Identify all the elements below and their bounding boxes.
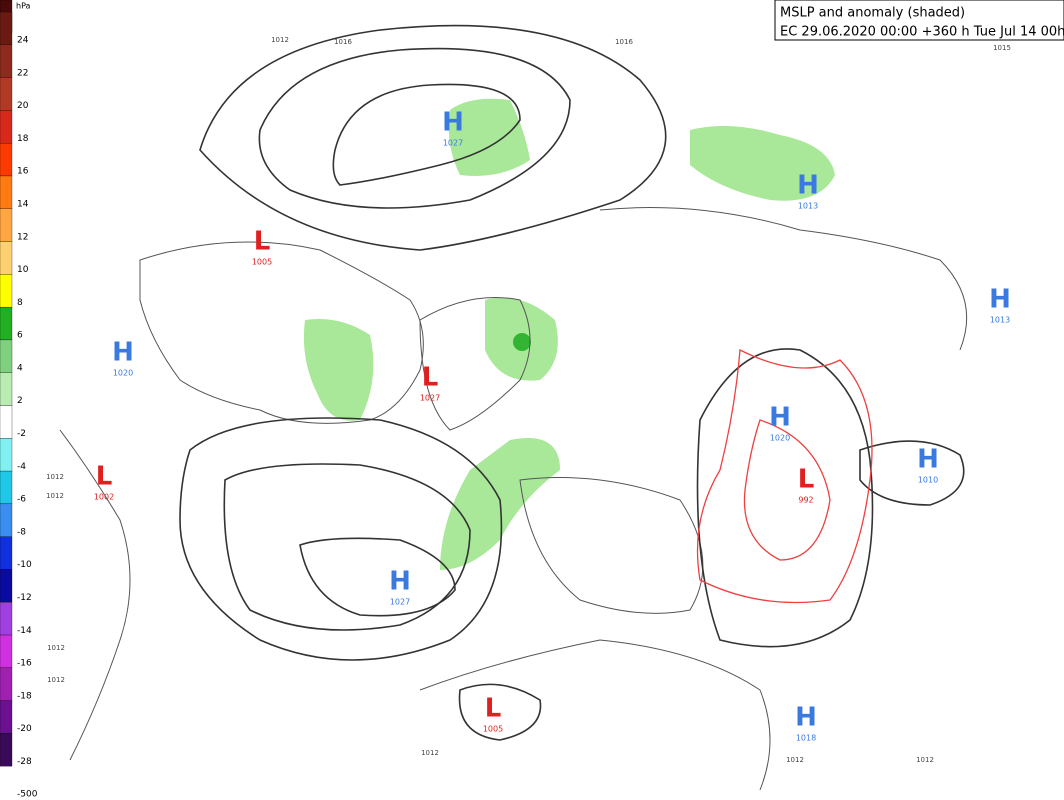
- center-value: 1013: [798, 202, 818, 211]
- colorbar-label: -18: [17, 691, 32, 701]
- colorbar-swatch: [0, 438, 13, 472]
- subtitle: EC 29.06.2020 00:00 +360 h Tue Jul 14 00…: [780, 25, 1064, 40]
- colorbar-swatch: [0, 470, 13, 505]
- isobar-label: 1016: [334, 38, 352, 46]
- colorbar-label: 22: [17, 68, 28, 78]
- colorbar-label: -16: [17, 659, 32, 669]
- colorbar-swatch: [0, 11, 13, 45]
- colorbar-label: -2: [17, 429, 26, 439]
- colorbar-swatch: [0, 110, 13, 144]
- colorbar-label: -4: [17, 462, 26, 472]
- colorbar-label: -500: [17, 790, 38, 800]
- colorbar-unit: hPa: [16, 2, 31, 11]
- colorbar-swatch: [0, 602, 13, 636]
- isobar-label: 1012: [916, 756, 934, 764]
- colorbar-swatch: [0, 405, 13, 439]
- colorbar-swatch: [0, 733, 13, 767]
- colorbar-swatch: [0, 208, 13, 242]
- colorbar-swatch: [0, 274, 13, 308]
- center-letter: H: [769, 403, 791, 433]
- colorbar-label: -12: [17, 593, 32, 603]
- colorbar-label: 12: [17, 232, 28, 242]
- isobar-label: 1012: [421, 749, 439, 757]
- colorbar-swatch: [0, 143, 13, 177]
- colorbar-label: 18: [17, 134, 29, 144]
- isobar-label: 1012: [47, 644, 65, 652]
- center-letter: H: [389, 567, 411, 597]
- center-value: 992: [798, 496, 813, 505]
- center-value: 1005: [483, 725, 503, 734]
- isobar-label: 1015: [993, 44, 1011, 52]
- center-letter: H: [797, 171, 819, 201]
- center-letter: H: [795, 703, 817, 733]
- isobar-label: 1012: [46, 473, 64, 481]
- colorbar-swatch: [0, 77, 13, 111]
- center-value: 1010: [918, 476, 938, 485]
- colorbar-swatch: [0, 700, 13, 734]
- isobars: [179, 24, 965, 741]
- center-letter: L: [798, 465, 815, 495]
- colorbar-swatch: [0, 241, 13, 275]
- colorbar-label: 24: [17, 36, 29, 46]
- colorbar-label: 16: [17, 167, 29, 177]
- isobar-label: 1012: [47, 676, 65, 684]
- colorbar-label: -10: [17, 560, 32, 570]
- center-letter: L: [254, 227, 271, 257]
- center-letter: H: [917, 445, 939, 475]
- colorbar-swatch: [0, 339, 13, 373]
- colorbar-label: -8: [17, 527, 26, 537]
- colorbar-label: -14: [17, 626, 32, 636]
- colorbar-label: 20: [17, 101, 29, 111]
- colorbar-swatch: [0, 634, 13, 668]
- colorbar-swatch: [0, 175, 13, 209]
- center-value: 1020: [770, 434, 790, 443]
- center-value: 1002: [94, 493, 114, 502]
- colorbar-swatch: [0, 536, 13, 570]
- colorbar-label: -20: [17, 724, 32, 734]
- title-box: [774, 0, 1064, 41]
- center-value: 1027: [420, 394, 440, 403]
- center-value: 1020: [113, 369, 133, 378]
- colorbar-label: -28: [17, 757, 32, 767]
- coastlines: [59, 207, 968, 791]
- center-value: 1018: [796, 734, 816, 743]
- colorbar-label: 4: [17, 363, 23, 373]
- center-letter: L: [422, 363, 439, 393]
- colorbar-swatch: [0, 569, 13, 603]
- center-letter: H: [442, 108, 464, 138]
- anomaly-contours: [696, 348, 873, 604]
- colorbar-label: 10: [17, 265, 29, 275]
- colorbar-label: 6: [17, 331, 23, 341]
- colorbar-label: -6: [17, 495, 26, 505]
- center-letter: H: [112, 338, 134, 368]
- isobar-label: 1012: [46, 492, 64, 500]
- center-letter: L: [485, 694, 502, 724]
- colorbar-swatch: [0, 44, 13, 78]
- colorbar-label: 2: [17, 396, 23, 406]
- title: MSLP and anomaly (shaded): [780, 6, 965, 21]
- colorbar: hPa 24 22 20 18 16 14 12 10 8 6 4 2 -2 -4 -6 -8 -10 -12 -1…: [0, 0, 38, 800]
- center-letter: H: [989, 285, 1011, 315]
- center-letter: L: [96, 462, 113, 492]
- isobar-label: 1012: [271, 36, 289, 44]
- center-value: 1027: [443, 139, 463, 148]
- isobar-label: 1012: [786, 756, 804, 764]
- colorbar-swatch: [0, 667, 13, 701]
- center-value: 1005: [252, 258, 272, 267]
- colorbar-swatch: [0, 372, 13, 406]
- colorbar-swatch: [0, 306, 13, 341]
- colorbar-label: 8: [17, 298, 23, 308]
- center-value: 1027: [390, 598, 410, 607]
- colorbar-label: 14: [17, 199, 29, 209]
- colorbar-swatch: [0, 503, 13, 537]
- isobar-label: 1016: [615, 38, 633, 46]
- center-value: 1013: [990, 316, 1010, 325]
